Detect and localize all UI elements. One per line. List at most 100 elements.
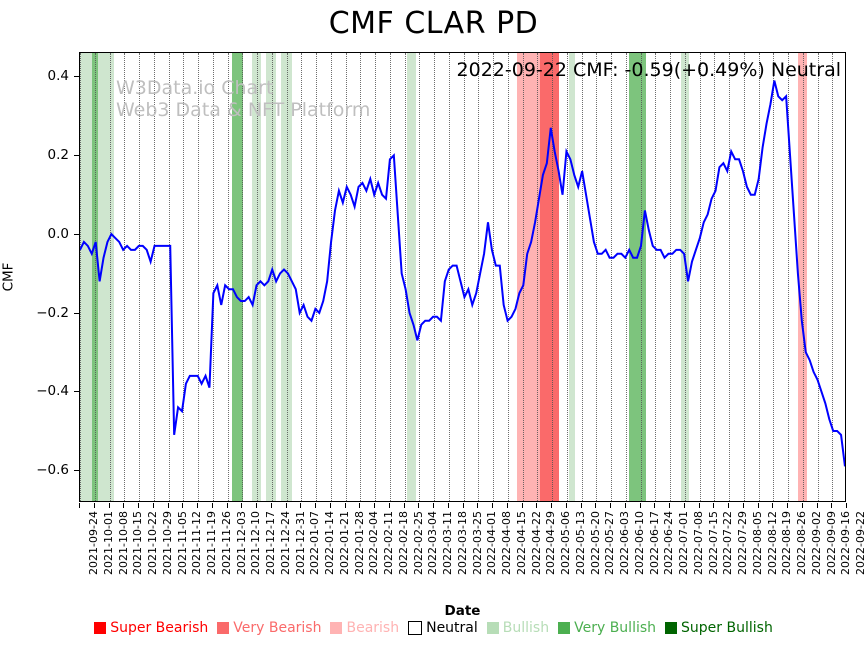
gridline (80, 53, 81, 501)
x-tick-mark (801, 503, 803, 508)
gridline (94, 53, 96, 501)
legend-label: Neutral (426, 620, 478, 636)
x-tick-label: 2022-05-13 (573, 511, 587, 575)
x-tick-label: 2022-08-12 (765, 511, 779, 575)
x-tick-label: 2021-12-03 (234, 511, 248, 575)
band-bullish (251, 53, 261, 501)
legend-item-super-bullish[interactable]: Super Bullish (665, 620, 773, 636)
legend-label: Bearish (346, 620, 400, 636)
x-tick-label: 2022-01-28 (352, 511, 366, 575)
x-tick-label: 2022-09-02 (809, 511, 823, 575)
x-tick-label: 2022-04-15 (514, 511, 528, 575)
gridline (316, 53, 317, 501)
x-tick-mark (300, 503, 302, 508)
gridline (389, 53, 391, 501)
y-tick-mark (74, 470, 79, 472)
x-tick-label: 2022-01-07 (308, 511, 322, 575)
x-tick-mark (477, 503, 479, 508)
gridline (271, 53, 273, 501)
gridline (670, 53, 671, 501)
x-tick-label: 2022-07-15 (706, 511, 720, 575)
y-tick-mark (74, 154, 79, 156)
gridline (714, 53, 716, 501)
gridline (522, 53, 524, 501)
legend-item-super-bearish[interactable]: Super Bearish (94, 620, 208, 636)
gridline (419, 53, 421, 501)
gridline (242, 53, 244, 501)
gridline (655, 53, 657, 501)
legend-label: Very Bullish (574, 620, 657, 636)
plot-area: W3Data.io Chart Web3 Data & NFT Platform… (79, 52, 846, 502)
gridline (537, 53, 539, 501)
x-tick-label: 2022-02-04 (367, 511, 381, 575)
gridline (330, 53, 332, 501)
x-tick-label: 2021-11-05 (175, 511, 189, 575)
x-tick-mark (846, 503, 847, 508)
x-tick-label: 2021-11-12 (190, 511, 204, 575)
x-tick-mark (197, 503, 198, 508)
x-tick-mark (462, 503, 464, 508)
x-tick-mark (787, 503, 788, 508)
band-bullish (80, 53, 93, 501)
x-tick-label: 2021-10-08 (116, 511, 130, 575)
x-tick-label: 2021-10-15 (131, 511, 145, 575)
legend-item-neutral[interactable]: Neutral (408, 620, 478, 636)
x-tick-label: 2022-04-01 (485, 511, 499, 575)
legend-swatch-icon (486, 622, 499, 634)
gridline (124, 53, 126, 501)
legend-item-very-bullish[interactable]: Very Bullish (558, 620, 656, 636)
gridline (257, 53, 258, 501)
x-tick-mark (182, 503, 184, 508)
legend-item-very-bearish[interactable]: Very Bearish (217, 620, 321, 636)
legend-item-bearish[interactable]: Bearish (330, 620, 399, 636)
x-axis-label: Date (444, 603, 481, 619)
legend-swatch-icon (217, 622, 230, 634)
x-tick-mark (742, 503, 744, 508)
band-bullish (569, 53, 576, 501)
y-axis: 0.4 0.2 0.0 −0.2 −0.4 −0.6 (0, 52, 79, 502)
x-tick-mark (256, 503, 257, 508)
gridline (448, 53, 450, 501)
x-tick-mark (669, 503, 670, 508)
y-tick-label: −0.2 (36, 304, 69, 321)
x-tick-mark (285, 503, 287, 508)
legend-label: Super Bearish (110, 620, 209, 636)
x-tick-mark (506, 503, 508, 508)
legend-swatch-icon (408, 621, 423, 635)
band-very-bullish (231, 53, 243, 501)
gridline (227, 53, 229, 501)
x-tick-mark (639, 503, 641, 508)
x-tick-label: 2022-03-18 (455, 511, 469, 575)
x-tick-mark (123, 503, 125, 508)
x-tick-mark (551, 503, 552, 508)
x-tick-label: 2022-08-19 (780, 511, 794, 575)
y-tick-mark (74, 391, 79, 393)
x-tick-label: 2021-11-19 (205, 511, 218, 575)
x-tick-label: 2022-02-18 (396, 511, 410, 575)
gridline (109, 53, 111, 501)
x-tick-label: 2022-05-20 (588, 511, 602, 575)
legend: Super Bearish Very Bearish Bearish Neutral B… (0, 620, 867, 636)
x-tick-mark (683, 503, 685, 508)
x-tick-label: 2021-12-31 (293, 511, 307, 575)
legend-item-bullish[interactable]: Bullish (486, 620, 549, 636)
x-tick-label: 2022-03-25 (470, 511, 484, 575)
y-tick-label: 0.2 (47, 146, 69, 163)
x-tick-label: 2022-06-10 (632, 511, 646, 575)
legend-swatch-icon (558, 622, 571, 634)
x-tick-mark (610, 503, 611, 508)
gridline (168, 53, 170, 501)
x-tick-label: 2022-06-24 (662, 511, 676, 575)
y-tick-mark (74, 233, 79, 235)
x-tick-mark (388, 503, 390, 508)
x-tick-label: 2022-09-22 (854, 511, 867, 575)
x-tick-mark (329, 503, 331, 508)
x-tick-label: 2022-03-11 (441, 511, 454, 575)
x-tick-mark (359, 503, 361, 508)
legend-swatch-icon (665, 622, 678, 634)
x-tick-mark (565, 503, 567, 508)
watermark-line-1: W3Data.io Chart (116, 77, 274, 99)
x-tick-mark (374, 503, 375, 508)
x-tick-label: 2022-07-01 (677, 511, 690, 575)
gridline (802, 53, 804, 501)
